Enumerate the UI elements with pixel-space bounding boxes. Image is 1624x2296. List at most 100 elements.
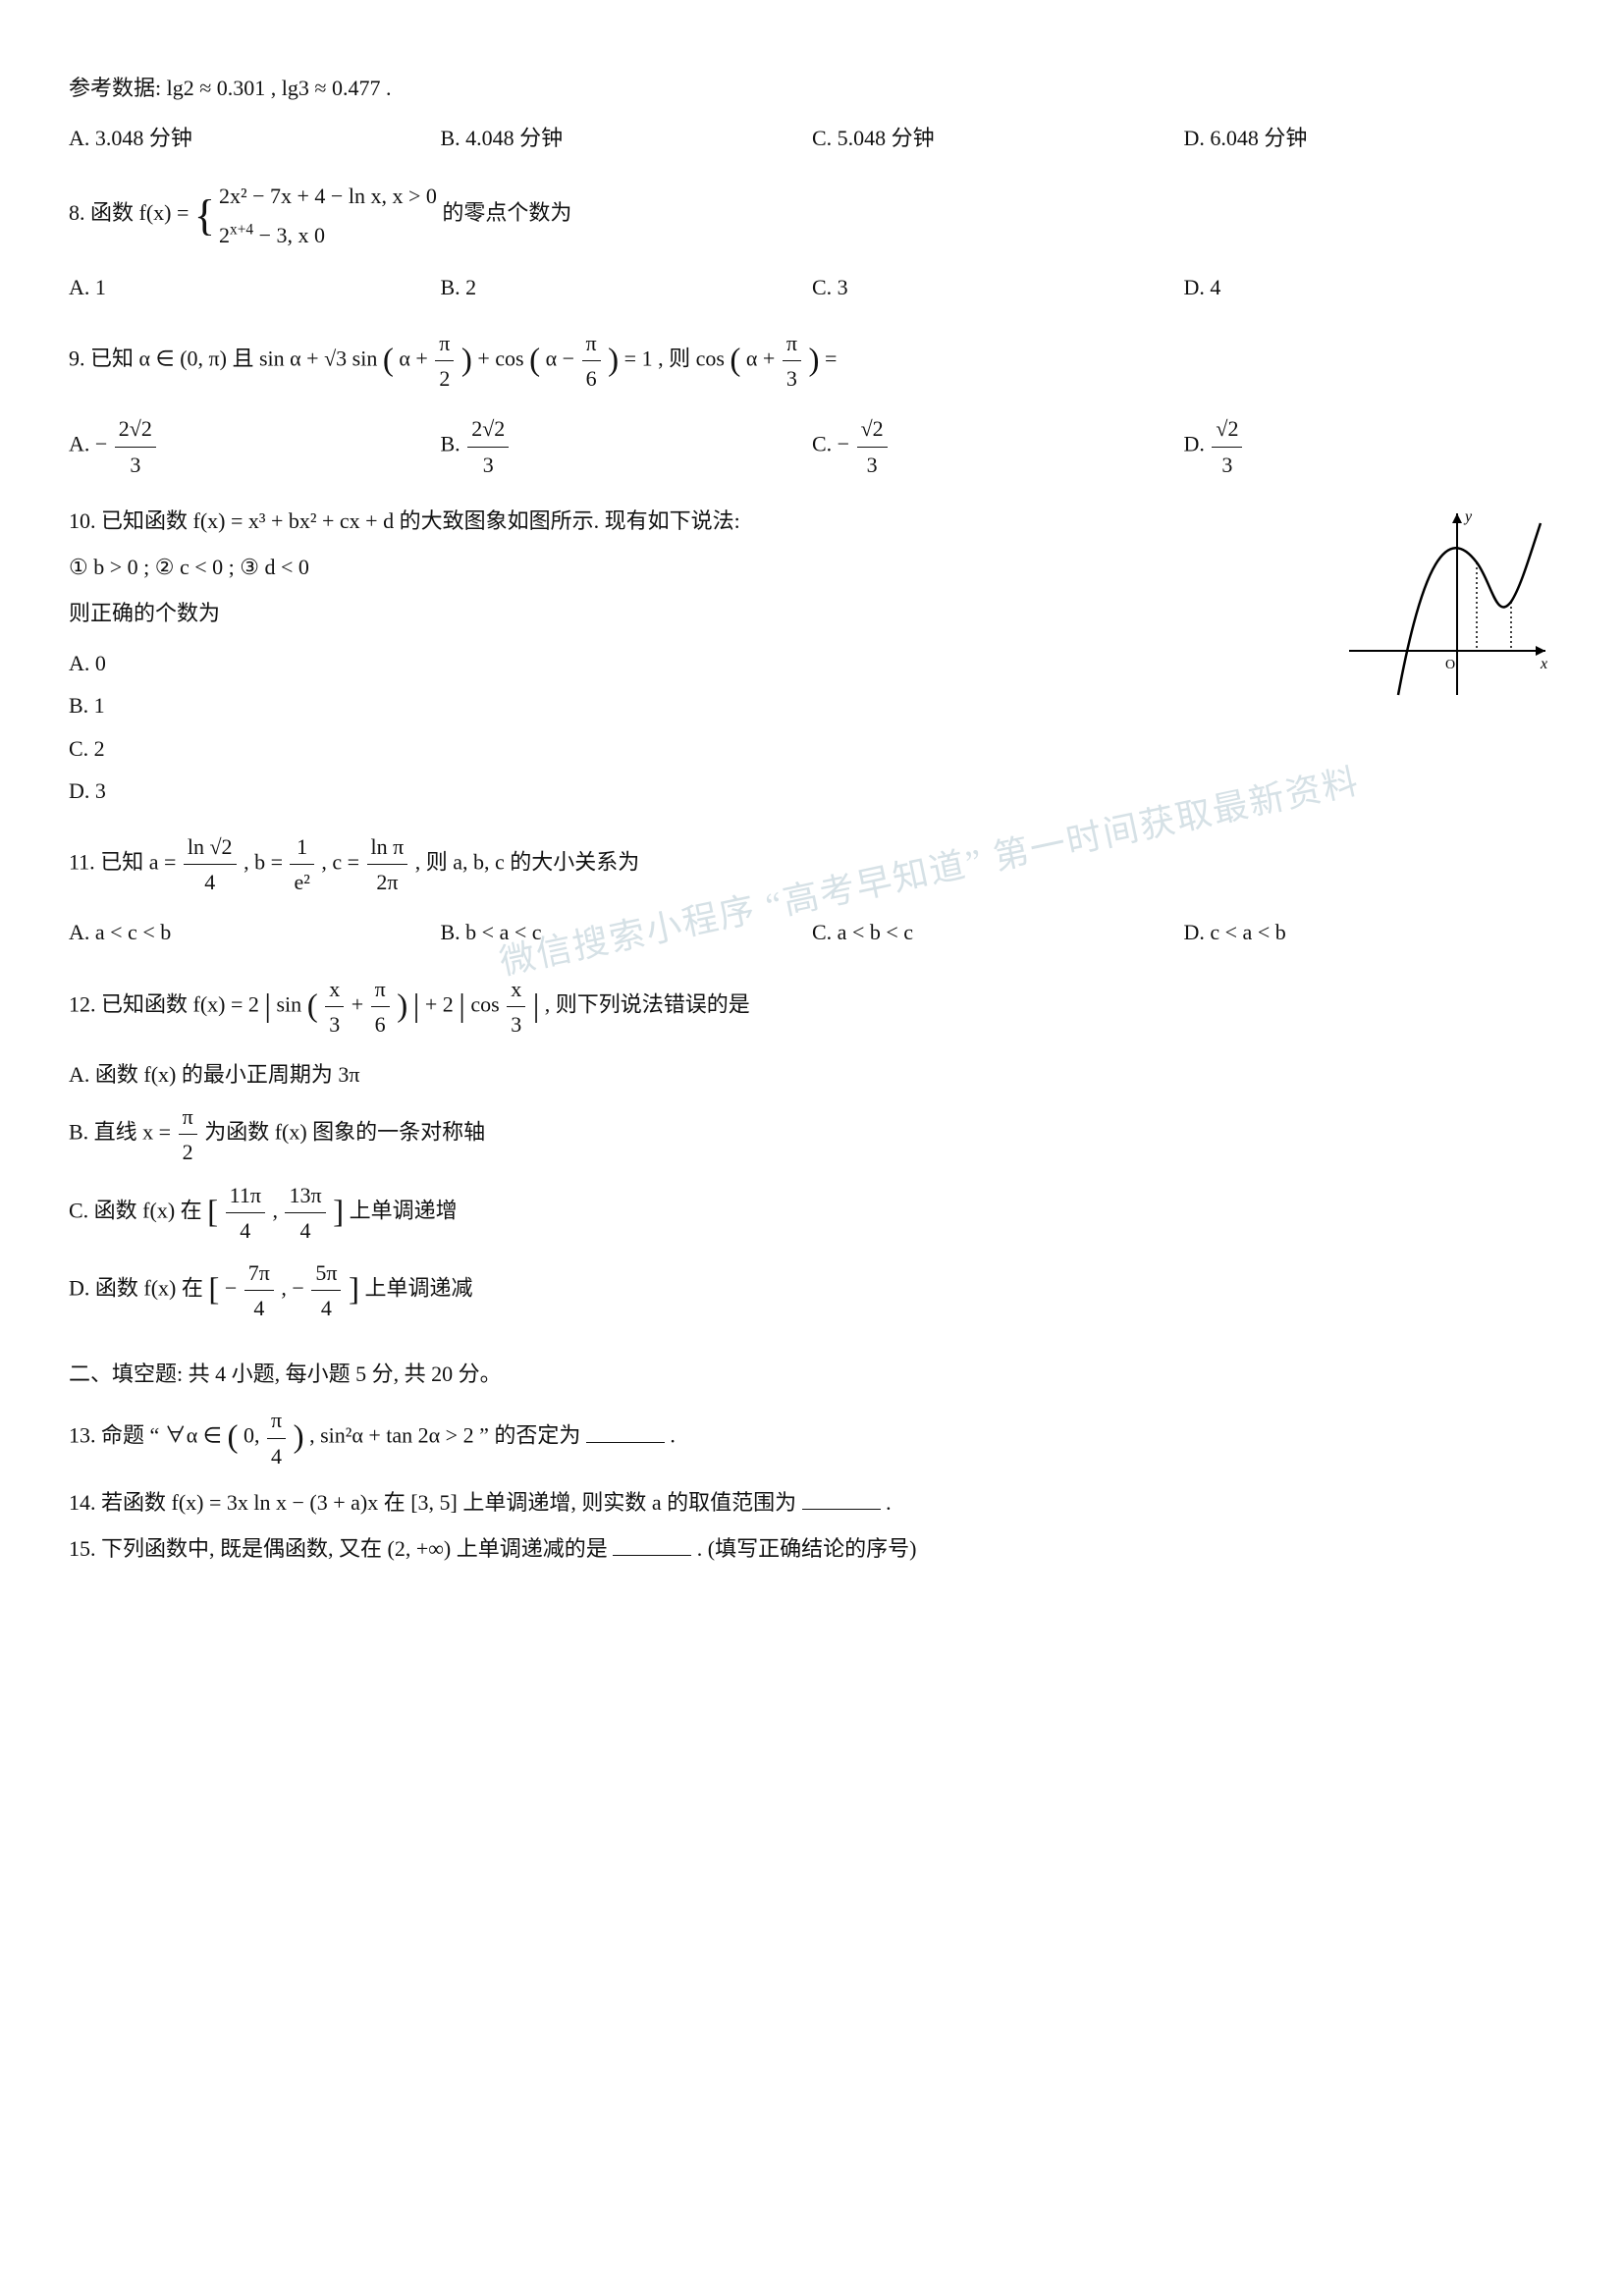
q12-d-sep: , −	[281, 1276, 309, 1301]
q9-b-label: B.	[441, 432, 466, 456]
q10-sub: 则正确的个数为	[69, 596, 1555, 630]
q12-arg2-num: x	[507, 972, 525, 1007]
q8-number: 8.	[69, 201, 85, 226]
q11-option-b: B. b < a < c	[441, 911, 813, 953]
reference-data: 参考数据: lg2 ≈ 0.301 , lg3 ≈ 0.477 .	[69, 71, 1555, 105]
q12-arg1b-num: π	[371, 972, 390, 1007]
q9-number: 9.	[69, 347, 85, 371]
q15-text: 下列函数中, 既是偶函数, 又在 (2, +∞) 上单调递减的是	[101, 1536, 608, 1561]
q11-stem: 11. 已知 a = ln √24 , b = 1e² , c = ln π2π…	[69, 829, 1555, 899]
q13-text-b: , sin²α + tan 2α > 2 ” 的否定为	[309, 1423, 580, 1448]
q12-sin: sin	[277, 991, 302, 1016]
q15-tail: . (填写正确结论的序号)	[697, 1536, 917, 1561]
svg-text:y: y	[1463, 508, 1473, 525]
q12-option-b: B. 直线 x = π2 为函数 f(x) 图象的一条对称轴	[69, 1095, 1555, 1173]
rbracket-icon: ]	[349, 1272, 359, 1308]
q9-arg2-pre: α −	[546, 347, 580, 371]
q11-option-d: D. c < a < b	[1184, 911, 1556, 953]
q9-option-b: B. 2√23	[441, 407, 813, 485]
q9-arg3-pre: α +	[746, 347, 781, 371]
section-2-header: 二、填空题: 共 4 小题, 每小题 5 分, 共 20 分。	[69, 1357, 1555, 1391]
q9-option-a: A. − 2√23	[69, 407, 441, 485]
q11-a-num: ln √2	[184, 829, 237, 865]
q12-arg2-den: 3	[507, 1007, 525, 1041]
q10-option-d: D. 3	[69, 770, 1320, 812]
q9-arg3-frac: π3	[783, 326, 801, 396]
q9-arg1-pre: α +	[399, 347, 433, 371]
q10-number: 10.	[69, 508, 96, 533]
q12-option-c: C. 函数 f(x) 在 [ 11π4 , 13π4 ] 上单调递增	[69, 1174, 1555, 1252]
q13-text-a: 命题 “ ∀α ∈	[101, 1423, 227, 1448]
q10-graph: x y O	[1339, 504, 1555, 700]
q9-options: A. − 2√23 B. 2√23 C. − √23 D. √23	[69, 407, 1555, 485]
q12-number: 12.	[69, 991, 96, 1016]
q9-sqrt3: √3	[324, 347, 347, 371]
q9-text-e: =	[825, 347, 837, 371]
q12-d-ln: 7π	[244, 1255, 274, 1291]
q12-arg1b-den: 6	[371, 1007, 390, 1041]
q9-b-num: 2√2	[467, 411, 509, 447]
q12-d-rn: 5π	[311, 1255, 341, 1291]
q8-option-c: C. 3	[812, 266, 1184, 308]
q8-text-after: 的零点个数为	[442, 201, 571, 226]
q12-c-a: C. 函数 f(x) 在	[69, 1198, 207, 1222]
q12-arg1a-den: 3	[325, 1007, 344, 1041]
q9-arg1-den: 2	[435, 361, 454, 396]
q12-arg1a-num: x	[325, 972, 344, 1007]
q8-text-before: 函数 f(x) =	[90, 201, 194, 226]
q8-case2-base: 2	[219, 223, 230, 247]
q15-stem: 15. 下列函数中, 既是偶函数, 又在 (2, +∞) 上单调递减的是 . (…	[69, 1531, 1555, 1566]
q14-blank	[802, 1487, 881, 1510]
q11-c-frac: ln π2π	[367, 829, 408, 899]
q12-d-ld: 4	[244, 1291, 274, 1325]
q12-text-b: + 2	[425, 991, 454, 1016]
lparen-icon: (	[529, 343, 540, 378]
q12-c-rn: 13π	[285, 1178, 325, 1213]
q7-options: A. 3.048 分钟 B. 4.048 分钟 C. 5.048 分钟 D. 6…	[69, 117, 1555, 159]
q11-option-c: C. a < b < c	[812, 911, 1184, 953]
svg-text:O: O	[1445, 658, 1455, 672]
q9-b-den: 3	[467, 448, 509, 482]
q13-hi-num: π	[267, 1403, 286, 1438]
abs-icon: |	[533, 988, 540, 1024]
q11-b-frac: 1e²	[290, 829, 313, 899]
q11-text-a: 已知 a =	[100, 850, 182, 875]
q13-number: 13.	[69, 1423, 96, 1448]
abs-icon: |	[264, 988, 271, 1024]
q9-c-label: C. −	[812, 432, 849, 456]
q9-arg2-frac: π6	[582, 326, 601, 396]
q12-d-b: 上单调递减	[364, 1276, 472, 1301]
q10-option-c: C. 2	[69, 727, 1320, 770]
q11-text-d: , 则 a, b, c 的大小关系为	[415, 850, 640, 875]
q9-c-den: 3	[857, 448, 888, 482]
q12-options: A. 函数 f(x) 的最小正周期为 3π B. 直线 x = π2 为函数 f…	[69, 1053, 1555, 1329]
q12-option-a: A. 函数 f(x) 的最小正周期为 3π	[69, 1053, 1555, 1095]
q13-blank	[586, 1420, 665, 1443]
q11-text-b: , b =	[244, 850, 288, 875]
q10-claims: ① b > 0 ; ② c < 0 ; ③ d < 0	[69, 550, 1555, 584]
rbracket-icon: ]	[333, 1194, 344, 1229]
q9-arg3-num: π	[783, 326, 801, 361]
q12-stem: 12. 已知函数 f(x) = 2 | sin ( x3 + π6 ) | + …	[69, 972, 1555, 1041]
q13-lo: 0,	[244, 1423, 265, 1448]
q9-text-c: + cos	[477, 347, 523, 371]
q9-a-den: 3	[115, 448, 156, 482]
rparen-icon: )	[461, 343, 472, 378]
rparen-icon: )	[294, 1419, 304, 1455]
abs-icon: |	[413, 988, 420, 1024]
q10-option-a: A. 0	[69, 642, 1320, 684]
q11-a-den: 4	[184, 865, 237, 899]
q10-text: 已知函数 f(x) = x³ + bx² + cx + d 的大致图象如图所示.…	[101, 508, 740, 533]
q9-arg1-frac: π2	[435, 326, 454, 396]
q8-option-a: A. 1	[69, 266, 441, 308]
q9-text-a: 已知 α ∈ (0, π) 且 sin α +	[90, 347, 324, 371]
q12-d-a: D. 函数 f(x) 在	[69, 1276, 208, 1301]
q8-case2-rest: − 3, x 0	[253, 223, 325, 247]
q11-c-num: ln π	[367, 829, 408, 865]
lbracket-icon: [	[208, 1272, 219, 1308]
q12-text-a: 已知函数 f(x) = 2	[101, 991, 259, 1016]
brace-icon: {	[194, 198, 215, 233]
q14-stem: 14. 若函数 f(x) = 3x ln x − (3 + a)x 在 [3, …	[69, 1485, 1555, 1520]
q8-case1: 2x² − 7x + 4 − ln x, x > 0	[219, 177, 437, 215]
q9-option-c: C. − √23	[812, 407, 1184, 485]
